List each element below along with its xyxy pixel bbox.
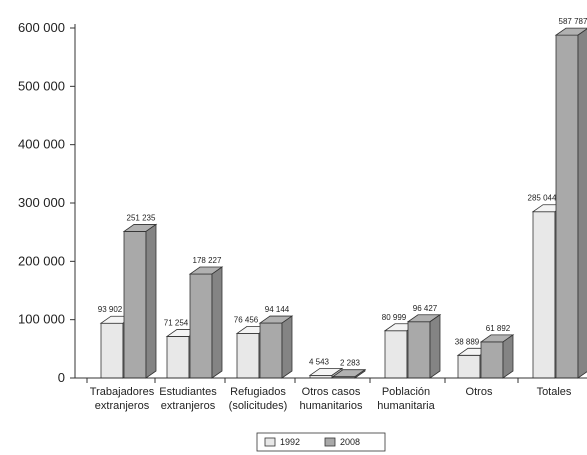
y-tick-label: 100 000	[18, 312, 65, 327]
data-label: 2 283	[340, 359, 361, 368]
data-label: 96 427	[413, 304, 438, 313]
category-label: Otros	[466, 386, 493, 398]
category-label: Totales	[537, 386, 572, 398]
bar-1992-front	[100, 322, 124, 379]
y-tick-label: 0	[58, 370, 65, 385]
data-label: 71 254	[164, 318, 189, 327]
bar-2008-side	[429, 313, 441, 379]
data-label: 61 892	[486, 324, 511, 333]
legend-swatch-2008	[324, 437, 336, 447]
legend-box	[256, 432, 386, 452]
y-tick-label: 300 000	[18, 195, 65, 210]
y-tick-label: 200 000	[18, 253, 65, 268]
bar-1992-front	[236, 333, 260, 379]
data-label: 93 902	[98, 305, 123, 314]
y-tick-label: 600 000	[18, 20, 65, 35]
bar-2008	[122, 223, 158, 379]
bar-2008	[406, 313, 442, 379]
data-label: 178 227	[193, 256, 222, 265]
bar-2008	[479, 334, 515, 379]
data-label: 94 144	[265, 305, 290, 314]
legend-label-2008: 2008	[340, 437, 360, 447]
data-label: 587 787	[559, 17, 587, 26]
category-label: Trabajadores extranjeros	[90, 386, 155, 412]
bar-2008-front	[555, 34, 579, 379]
category-label: Refugiados (solicitudes)	[229, 386, 288, 412]
bar-1992-front	[457, 354, 481, 379]
data-label: 285 044	[528, 194, 557, 203]
bar-2008	[554, 27, 587, 379]
y-tick-label: 400 000	[18, 137, 65, 152]
bar-1992-front	[166, 336, 190, 379]
bar-2008-front	[259, 322, 283, 379]
bar-2008-side	[211, 266, 223, 379]
data-label: 4 543	[309, 357, 330, 366]
bar-2008-top	[554, 27, 587, 36]
bar-2008-side	[281, 315, 293, 379]
legend-swatch-1992	[264, 437, 276, 447]
data-label: 76 456	[234, 315, 259, 324]
bar-2008-front	[189, 273, 213, 379]
bar-1992-front	[532, 211, 556, 379]
bars: 93 902 71 254 76 456 4 543 80 999 38 889 285 0…	[98, 17, 587, 379]
bar-2008-side	[145, 223, 157, 379]
bar-2008	[258, 315, 294, 379]
y-axis: 0 100 000 200 000 300 000 400 000 500 000 600 …	[18, 20, 76, 385]
legend: 1992 2008	[256, 432, 386, 452]
bar-2008-side	[502, 334, 514, 379]
category-label: Estudiantes extranjeros	[159, 386, 217, 412]
data-label: 251 235	[127, 213, 156, 222]
y-tick-label: 500 000	[18, 78, 65, 93]
bar-2008-front	[480, 341, 504, 379]
data-label: 80 999	[382, 313, 407, 322]
data-label: 38 889	[455, 337, 480, 346]
bar-2008-front	[123, 231, 147, 379]
bar-1992-front	[384, 330, 408, 379]
bar-2008	[331, 368, 367, 379]
bar-2008	[188, 266, 224, 379]
category-label: Otros casos humanitarios	[300, 386, 363, 412]
bar-2008-front	[407, 321, 431, 379]
category-label: Población humanitaria	[377, 386, 435, 412]
bar-2008-side	[577, 28, 587, 379]
legend-label-1992: 1992	[280, 437, 300, 447]
